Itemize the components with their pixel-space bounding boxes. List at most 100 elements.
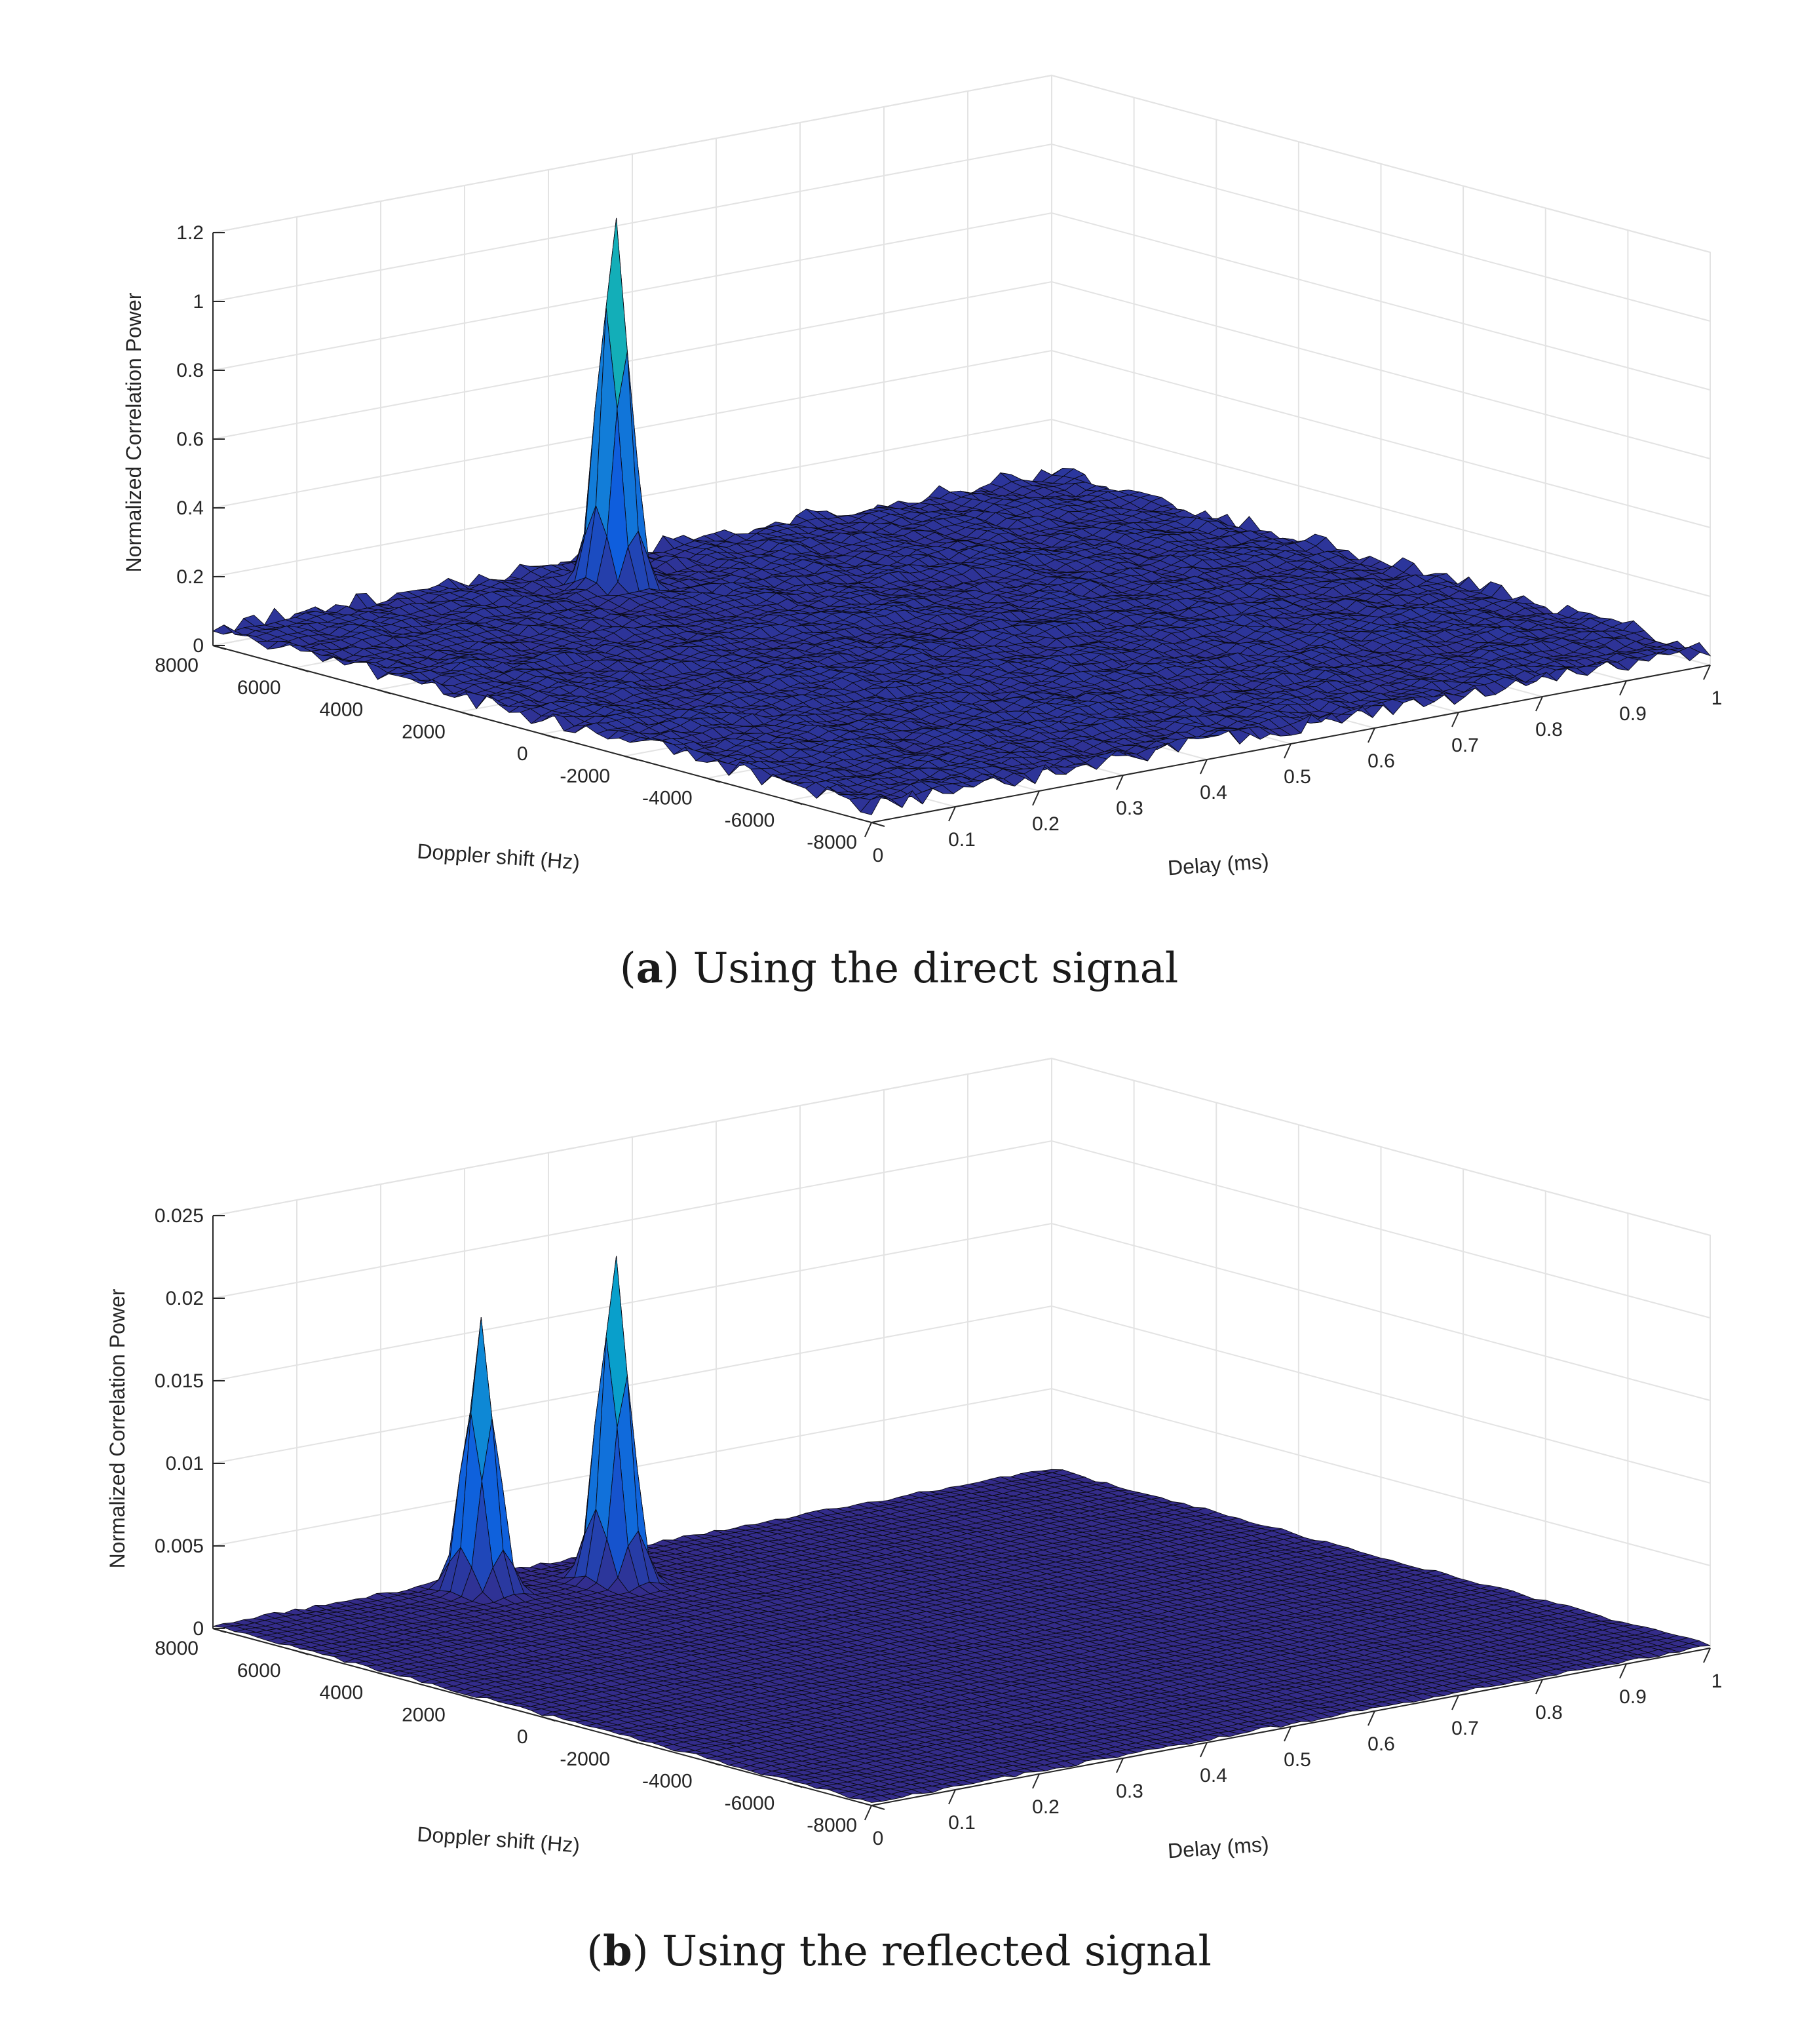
z-tick-label: 0 [193,1618,204,1640]
y-tick [295,666,309,672]
x-tick-label: 0.3 [1116,798,1143,819]
y-tick [624,1738,638,1744]
z-tick-label: 1.2 [176,222,204,244]
y-tick-label: -8000 [807,1815,857,1836]
axes-b: 0 0.1 0.2 0.3 0.4 0.5 0.6 0.7 0.8 0.9 1 8000 6000 400… [155,1205,1722,1849]
y-tick [542,1716,556,1722]
z-tick-label: 0.025 [155,1205,204,1227]
chart-a: 0 0.1 0.2 0.3 0.4 0.5 0.6 0.7 0.8 0.9 1 8000 6000 400… [122,74,1722,880]
y-tick-label: -4000 [642,1771,693,1792]
y-tick [377,689,391,695]
gridline-z [212,418,1711,597]
gridline-z [212,143,1711,322]
zlabel-b: Normalized Correlation Power [105,1288,129,1568]
zlabel-a: Normalized Correlation Power [122,292,145,572]
chart-b: 0 0.1 0.2 0.3 0.4 0.5 0.6 0.7 0.8 0.9 1 8000 6000 400… [105,1057,1722,1863]
xlabel-b: Delay (ms) [1167,1832,1270,1863]
x-tick-label: 0.5 [1284,1749,1311,1771]
x-tick-label: 0 [873,1828,884,1849]
z-tick-label: 1 [193,291,204,313]
z-tick-label: 0.2 [176,566,204,588]
x-tick-label: 1 [1712,1670,1723,1692]
x-tick-label: 0 [873,845,884,866]
y-tick [459,1694,474,1700]
x-tick [1200,759,1208,775]
x-tick [1535,696,1543,712]
y-tick-label: 4000 [320,1682,364,1704]
gridline-z [212,212,1711,391]
x-tick [1116,775,1124,790]
x-tick [1451,1695,1459,1710]
x-tick [1535,1679,1543,1695]
z-tick-label: 0.005 [155,1535,204,1557]
x-tick-label: 0.5 [1284,766,1311,788]
x-tick-label: 0.2 [1032,813,1060,835]
x-tick-label: 0.1 [948,829,976,851]
x-tick-label: 0.7 [1451,1718,1479,1739]
x-tick [1619,1663,1627,1679]
xlabel-a: Delay (ms) [1167,849,1270,880]
caption-b-text: Using the reflected signal [662,1927,1212,1976]
y-tick [789,1783,803,1788]
y-tick-label: -6000 [725,809,775,831]
x-tick-label: 0.6 [1368,1733,1395,1755]
gridline-z [212,280,1711,459]
y-tick-label: 8000 [155,1638,199,1659]
y-tick-label: -6000 [725,1792,775,1814]
x-tick [1116,1758,1124,1773]
x-tick-label: 0.4 [1200,1765,1227,1786]
caption-a-letter: a [636,944,664,993]
gridline-z [212,349,1711,528]
x-tick [948,1789,956,1805]
axes-a: 0 0.1 0.2 0.3 0.4 0.5 0.6 0.7 0.8 0.9 1 8000 6000 400… [155,222,1722,866]
x-tick [1032,790,1040,806]
y-tick [789,800,803,805]
y-tick-label: 0 [517,1726,528,1748]
z-tick-label: 0.02 [166,1288,204,1309]
gridline-z [212,1305,1711,1484]
x-tick-label: 0.6 [1368,750,1395,772]
y-tick [542,733,556,739]
x-tick [1200,1742,1208,1758]
x-tick [1451,712,1459,727]
x-tick [948,806,956,822]
y-tick-label: 6000 [237,677,281,699]
x-tick [864,822,872,838]
y-tick-label: 0 [517,743,528,765]
z-tick-label: 0.4 [176,497,204,519]
y-tick [706,1760,721,1766]
x-tick-label: 0.8 [1535,719,1563,741]
x-tick [1032,1773,1040,1789]
gridline-z [212,1140,1711,1319]
y-tick-label: -2000 [560,765,610,787]
y-tick [377,1672,391,1678]
gridline-z [212,1057,1711,1236]
x-tick [864,1805,872,1821]
x-tick-label: 0.9 [1619,703,1647,725]
x-tick [1284,1726,1291,1742]
gridline-z [212,1222,1711,1401]
ylabel-b: Doppler shift (Hz) [416,1822,581,1857]
y-tick-label: 2000 [402,1704,446,1726]
x-tick [1619,680,1627,696]
caption-b-letter: b [603,1927,632,1976]
y-tick [295,1649,309,1655]
x-tick-label: 0.9 [1619,1686,1647,1708]
y-tick [706,777,721,783]
x-tick [1703,1648,1711,1663]
x-tick-label: 0.4 [1200,782,1227,803]
x-tick-label: 0.8 [1535,1702,1563,1724]
x-tick [1368,727,1375,743]
y-tick-label: -4000 [642,788,693,809]
x-tick [1284,743,1291,759]
z-tick-label: 0.015 [155,1370,204,1392]
y-tick-label: 8000 [155,655,199,676]
y-tick-label: -8000 [807,832,857,853]
x-tick-label: 0.3 [1116,1781,1143,1802]
z-tick-label: 0.01 [166,1453,204,1475]
ylabel-a: Doppler shift (Hz) [416,839,581,874]
y-tick-label: 2000 [402,721,446,742]
y-tick-label: 6000 [237,1660,281,1682]
z-tick-label: 0.6 [176,429,204,450]
x-tick-label: 0.2 [1032,1796,1060,1818]
